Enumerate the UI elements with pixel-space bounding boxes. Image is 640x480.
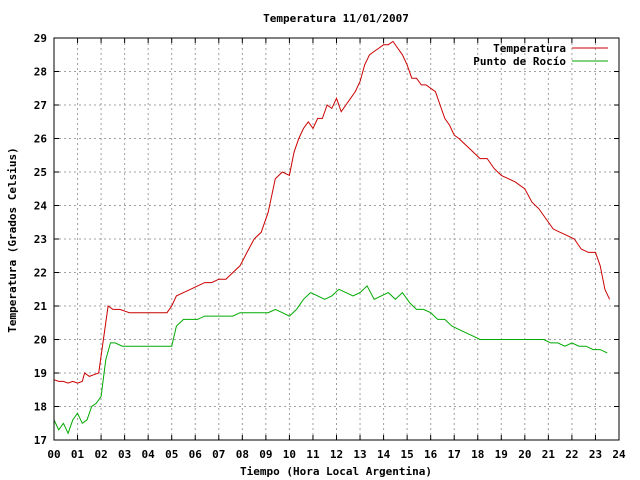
- x-tick-label: 10: [283, 448, 296, 461]
- x-tick-label: 03: [118, 448, 131, 461]
- y-tick-label: 24: [34, 200, 48, 213]
- x-tick-label: 08: [236, 448, 249, 461]
- y-tick-label: 27: [34, 99, 47, 112]
- y-tick-label: 20: [34, 334, 47, 347]
- x-tick-label: 11: [306, 448, 320, 461]
- y-tick-label: 17: [34, 434, 47, 447]
- x-tick-label: 16: [424, 448, 438, 461]
- x-tick-label: 02: [94, 448, 107, 461]
- x-tick-label: 07: [212, 448, 225, 461]
- x-tick-label: 12: [330, 448, 343, 461]
- y-tick-label: 26: [34, 133, 48, 146]
- legend-label-punto-de-rocio: Punto de Rocío: [473, 55, 566, 68]
- x-tick-label: 18: [471, 448, 484, 461]
- y-tick-label: 18: [34, 401, 47, 414]
- grid: [54, 38, 619, 440]
- y-tick-label: 28: [34, 66, 47, 79]
- series-line-0: [53, 40, 611, 384]
- legend: Temperatura Punto de Rocío: [473, 42, 608, 68]
- y-axis-label: Temperatura (Grados Celsius): [6, 147, 19, 332]
- y-tick-label: 22: [34, 267, 47, 280]
- y-tick-label: 23: [34, 233, 47, 246]
- chart-title: Temperatura 11/01/2007: [263, 12, 409, 25]
- x-tick-label: 01: [71, 448, 85, 461]
- x-tick-label: 24: [612, 448, 626, 461]
- x-tick-label: 06: [189, 448, 203, 461]
- axis-ticks: 00 01 02 03 04 05 06 07 08 09 10 11 12 13 14 15 16 17 18 19…: [34, 32, 626, 461]
- series-line-1: [53, 285, 608, 435]
- y-tick-label: 21: [34, 300, 48, 313]
- x-tick-label: 09: [259, 448, 272, 461]
- x-tick-label: 17: [448, 448, 461, 461]
- series-lines: [53, 40, 611, 435]
- y-tick-label: 19: [34, 367, 47, 380]
- x-tick-label: 14: [377, 448, 391, 461]
- x-tick-label: 04: [142, 448, 156, 461]
- x-tick-label: 19: [495, 448, 508, 461]
- x-tick-label: 22: [565, 448, 578, 461]
- x-tick-label: 20: [518, 448, 531, 461]
- x-tick-label: 23: [589, 448, 602, 461]
- x-tick-label: 00: [47, 448, 60, 461]
- legend-label-temperatura: Temperatura: [493, 42, 566, 55]
- y-tick-label: 25: [34, 166, 47, 179]
- x-tick-label: 15: [401, 448, 414, 461]
- x-tick-label: 13: [353, 448, 366, 461]
- x-axis-label: Tiempo (Hora Local Argentina): [240, 465, 432, 478]
- x-tick-label: 05: [165, 448, 178, 461]
- y-tick-label: 29: [34, 32, 47, 45]
- x-tick-label: 21: [542, 448, 556, 461]
